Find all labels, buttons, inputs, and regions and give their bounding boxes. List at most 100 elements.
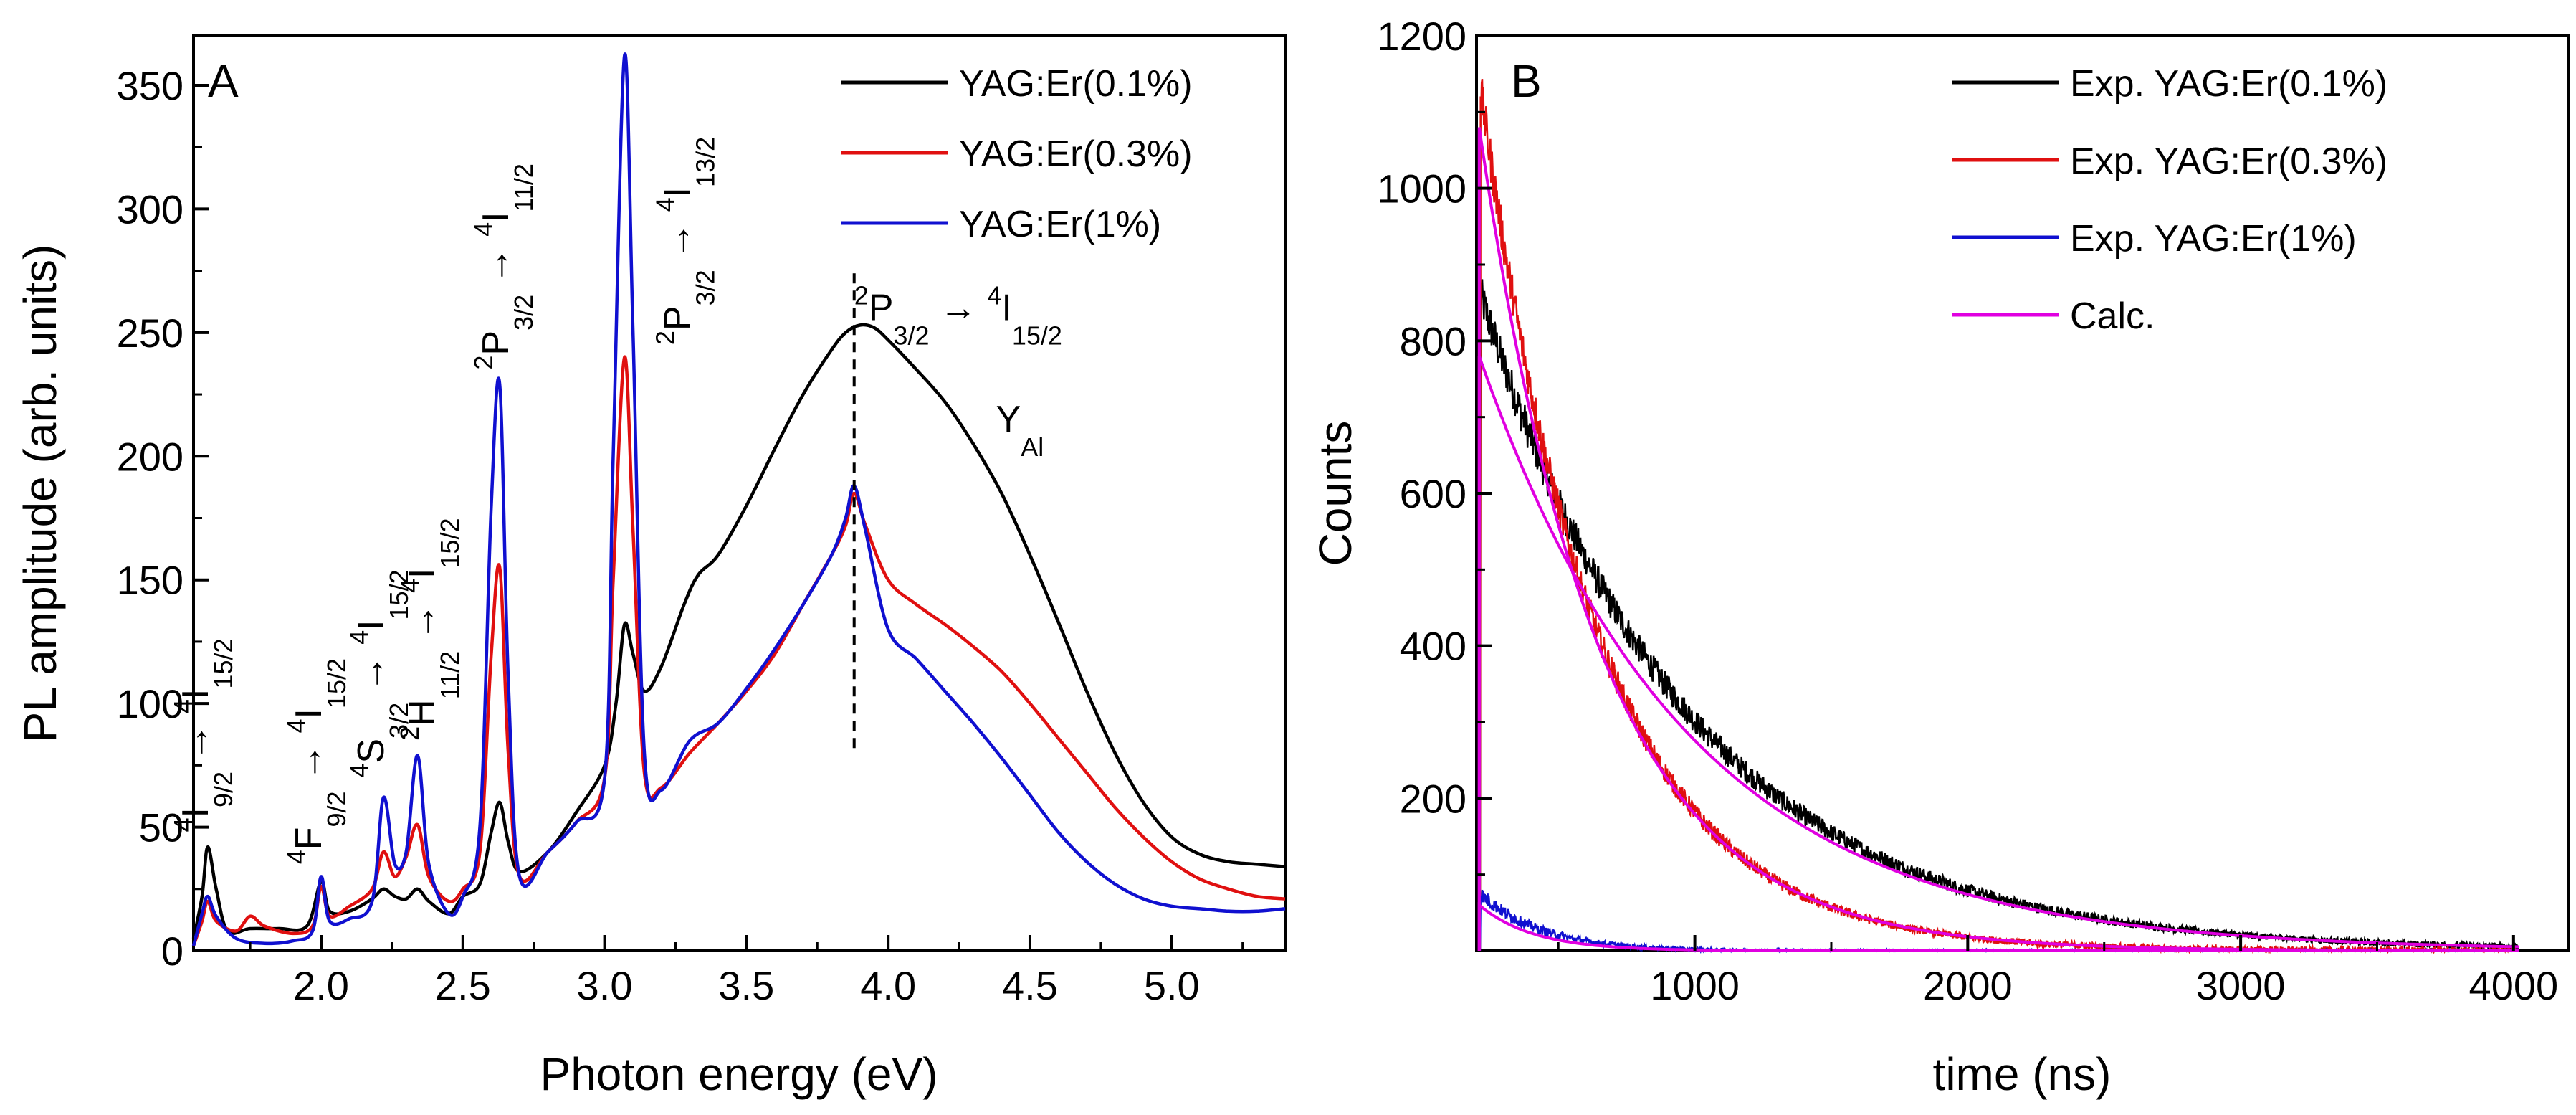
transition-label-part: P [869, 288, 894, 329]
transition-label-5: 2P3/2 → 4I11/2 [469, 163, 538, 370]
transition-label-part: 4 [282, 719, 311, 734]
panel-a-y-axis-title: PL amplitude (arb. units) [14, 245, 66, 743]
fit-curve-3 [1477, 901, 2519, 952]
transition-label-part: 15/2 [1012, 321, 1062, 351]
panel-b-plot-frame [1475, 34, 2570, 952]
transition-label-part: 9/2 [209, 772, 238, 807]
x-tick-label: 4.5 [1002, 963, 1058, 1008]
transition-label-part: 4 [987, 281, 1001, 310]
transition-label-part: 4 [282, 850, 311, 864]
panel-b-label: B [1511, 55, 1542, 107]
transition-label-part: I [401, 569, 443, 579]
x-tick-label: 2000 [1923, 963, 2013, 1008]
transition-label-part: 15/2 [322, 658, 351, 708]
transition-label-part: 9/2 [322, 791, 351, 827]
transition-label-part: 2 [650, 331, 679, 345]
legend-label-2: YAG:Er(0.3%) [959, 133, 1193, 175]
transition-label-part: 2 [395, 726, 424, 741]
transition-label-part: 15/2 [384, 569, 414, 620]
panel-b-ticks: 1000 2000 3000 4000 200 400 600 800 1000 1200 [1377, 14, 2558, 1008]
panel-b-series-group [1477, 79, 2520, 954]
transition-label-part: 13/2 [690, 137, 720, 187]
panel-b-x-axis-title: time (ns) [1933, 1048, 2112, 1100]
panel-a-plot-frame [192, 34, 1287, 952]
transition-label-part: Y [996, 399, 1021, 440]
transition-label-part: H [401, 699, 443, 726]
transition-label-part: → [175, 713, 216, 772]
fit-curve-1 [1477, 355, 2519, 951]
transition-label-part: I [175, 807, 216, 817]
y-tick-label: 800 [1400, 318, 1466, 364]
transition-label-part: 4 [344, 764, 373, 778]
x-tick-label: 1000 [1650, 963, 1740, 1008]
x-tick-label: 3.0 [577, 963, 633, 1008]
transition-label-8: YAl [996, 399, 1044, 462]
x-tick-label: 5.0 [1144, 963, 1200, 1008]
transition-label-part: 3/2 [384, 703, 414, 739]
panel-b-legend: Exp. YAG:Er(0.1%) Exp. YAG:Er(0.3%) Exp. Y… [1952, 63, 2387, 337]
transition-label-part: Al [1021, 432, 1044, 462]
transition-label-part: 4 [469, 222, 498, 237]
transition-label-2: 4F9/2 → 4I15/2 [282, 658, 351, 864]
x-tick-label: 2.0 [293, 963, 349, 1008]
transition-label-6: 2P3/2 → 4I13/2 [650, 137, 720, 345]
x-tick-label: 3000 [2196, 963, 2286, 1008]
y-tick-label: 350 [117, 63, 183, 108]
y-tick-label: 150 [117, 558, 183, 603]
transition-label-part: 2 [469, 356, 498, 370]
series-line-3 [191, 52, 1286, 946]
transition-label-part: 4 [344, 630, 373, 645]
x-tick-label: 2.5 [435, 963, 491, 1008]
y-tick-label: 600 [1400, 471, 1466, 516]
x-tick-label: 4.0 [860, 963, 916, 1008]
transition-label-part: 11/2 [509, 163, 538, 212]
y-tick-label: 300 [117, 186, 183, 232]
panel-a-series-group [191, 52, 1286, 946]
transition-label-part: I [288, 708, 330, 718]
legend-label-3: YAG:Er(1%) [959, 204, 1161, 245]
y-tick-label: 0 [161, 929, 183, 974]
transition-label-part: 4 [168, 817, 198, 832]
y-tick-label: 400 [1400, 624, 1466, 669]
panel-a-label: A [208, 55, 239, 107]
transition-label-part: 2 [854, 281, 869, 310]
transition-label-7: 2P3/2 → 4I15/2 [854, 281, 1062, 351]
transition-label-part: 4 [650, 197, 679, 212]
panel-b-chart: 1000 2000 3000 4000 200 400 600 800 1000 1200 B t… [1310, 14, 2570, 1100]
transition-label-part: → [475, 237, 517, 295]
series-line-2 [191, 355, 1286, 946]
transition-label-part: → [288, 734, 330, 792]
transition-label-part: I [657, 187, 698, 197]
panel-a-x-axis-title: Photon energy (eV) [540, 1048, 938, 1100]
transition-label-part: → [401, 593, 443, 651]
panel-b-y-axis-title: Counts [1310, 421, 1361, 566]
decay-trace-1 [1479, 279, 2520, 952]
transition-label-part: I [475, 212, 517, 222]
transition-label-part: → [657, 212, 698, 270]
transition-label-part: 15/2 [435, 518, 464, 568]
transition-label-part: P [475, 331, 517, 356]
panel-a-legend: YAG:Er(0.1%) YAG:Er(0.3%) YAG:Er(1%) [841, 63, 1193, 245]
panel-a-chart: 2.0 2.5 3.0 3.5 4.0 4.5 5.0 0 50 100 150 200 250 300 3… [14, 34, 1287, 1100]
transition-label-part: 4 [168, 699, 198, 713]
transition-label-part: I [350, 620, 392, 630]
legend-label-1: YAG:Er(0.1%) [959, 63, 1193, 105]
transition-label-part: 3/2 [509, 295, 538, 331]
y-tick-label: 1200 [1377, 14, 1466, 59]
transition-label-1: 4I9/2 → 4I15/2 [168, 639, 238, 832]
transition-label-4: 2H11/2 → 4I15/2 [395, 518, 464, 740]
transition-label-part: P [657, 305, 698, 331]
transition-label-part: 11/2 [435, 651, 464, 699]
transition-label-part: 4 [395, 579, 424, 593]
legend-label-2: Exp. YAG:Er(0.3%) [2070, 141, 2387, 182]
y-tick-label: 100 [117, 681, 183, 726]
x-tick-label: 3.5 [718, 963, 774, 1008]
panel-a-ticks: 2.0 2.5 3.0 3.5 4.0 4.5 5.0 0 50 100 150 200 250 300 3… [117, 63, 1244, 1008]
transition-label-part: F [288, 827, 330, 850]
transition-label-part: 3/2 [690, 270, 720, 305]
transition-label-part: I [175, 689, 216, 699]
transition-label-part: 15/2 [209, 639, 238, 689]
legend-label-3: Exp. YAG:Er(1%) [2070, 218, 2357, 260]
